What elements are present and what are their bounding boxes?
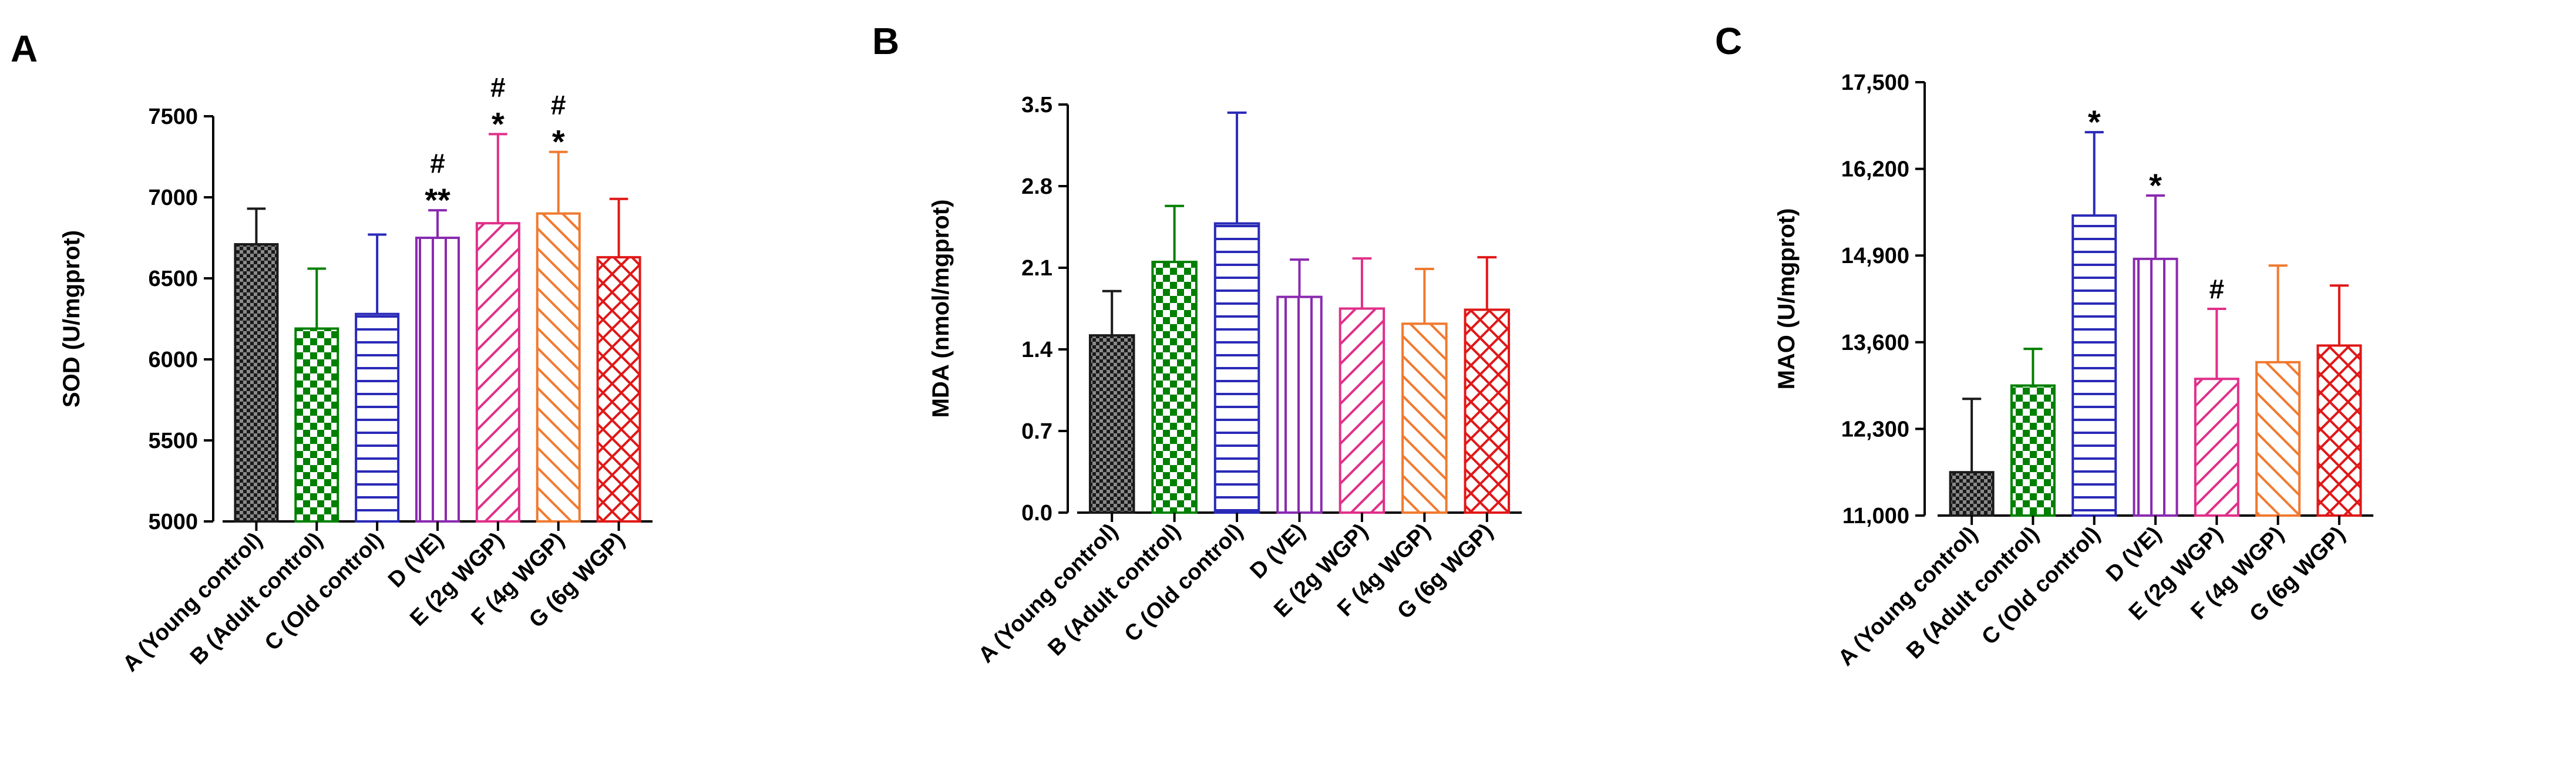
significance-marker: # [2209,274,2224,304]
bar-c [355,312,400,523]
y-tick-label: 11,000 [1842,504,1909,528]
significance-marker: * [552,123,565,160]
bar-b [294,327,339,523]
y-tick-label: 6000 [148,348,198,372]
significance-marker: ** [425,181,450,218]
y-tick-label: 7000 [148,186,198,210]
bar-f [1401,322,1448,514]
y-tick-label: 0.7 [1021,419,1052,444]
significance-marker: # [490,72,506,102]
y-tick-label: 7500 [148,105,198,129]
significance-marker: * [2088,103,2101,140]
panel-label: A [11,28,38,70]
bar-e [475,222,520,523]
panel-label: C [1715,20,1742,62]
bar-b [1151,261,1198,514]
bar-c [1213,222,1260,514]
y-tick-label: 6500 [148,267,198,291]
y-axis-label: MAO (U/mgprot) [1774,208,1800,390]
y-axis-label: SOD (U/mgprot) [59,230,85,408]
y-tick-label: 13,600 [1841,331,1909,355]
y-tick-label: 5500 [148,429,198,453]
y-tick-label: 17,500 [1841,70,1909,95]
bar-b [2010,384,2056,517]
bar-d [1276,295,1323,514]
bar-d [415,237,460,523]
panel-label: B [872,20,899,62]
bar-a [1088,334,1135,514]
bar-a [1949,471,1995,517]
bar-d [2133,257,2178,517]
bar-g [596,256,641,523]
y-axis-label: MDA (nmol/mgprot) [928,200,954,418]
chart-panel-c: C MAO (U/mgprot) 11,000 12,300 13,600 14,900 1… [1715,20,2373,671]
bar-c [2071,214,2117,517]
significance-marker: # [430,148,445,179]
y-tick-label: 14,900 [1841,244,1909,268]
significance-marker: # [551,90,566,120]
bar-g [2316,344,2362,517]
y-tick-label: 2.8 [1021,174,1052,199]
bar-a [234,243,279,523]
x-tick-label: C (Old control) [1120,519,1248,647]
significance-marker: * [2149,167,2162,204]
y-tick-label: 5000 [148,510,198,534]
significance-marker: * [492,105,505,142]
bar-g [1464,308,1511,514]
y-tick-label: 12,300 [1841,417,1909,442]
bar-e [2194,378,2239,517]
bar-f [2255,361,2301,517]
y-tick-label: 2.1 [1021,256,1052,281]
y-tick-label: 3.5 [1021,93,1052,117]
y-tick-label: 0.0 [1021,501,1052,526]
y-tick-label: 16,200 [1841,157,1909,182]
y-tick-label: 1.4 [1021,338,1052,362]
bar-f [536,212,581,523]
bar-e [1339,307,1385,514]
